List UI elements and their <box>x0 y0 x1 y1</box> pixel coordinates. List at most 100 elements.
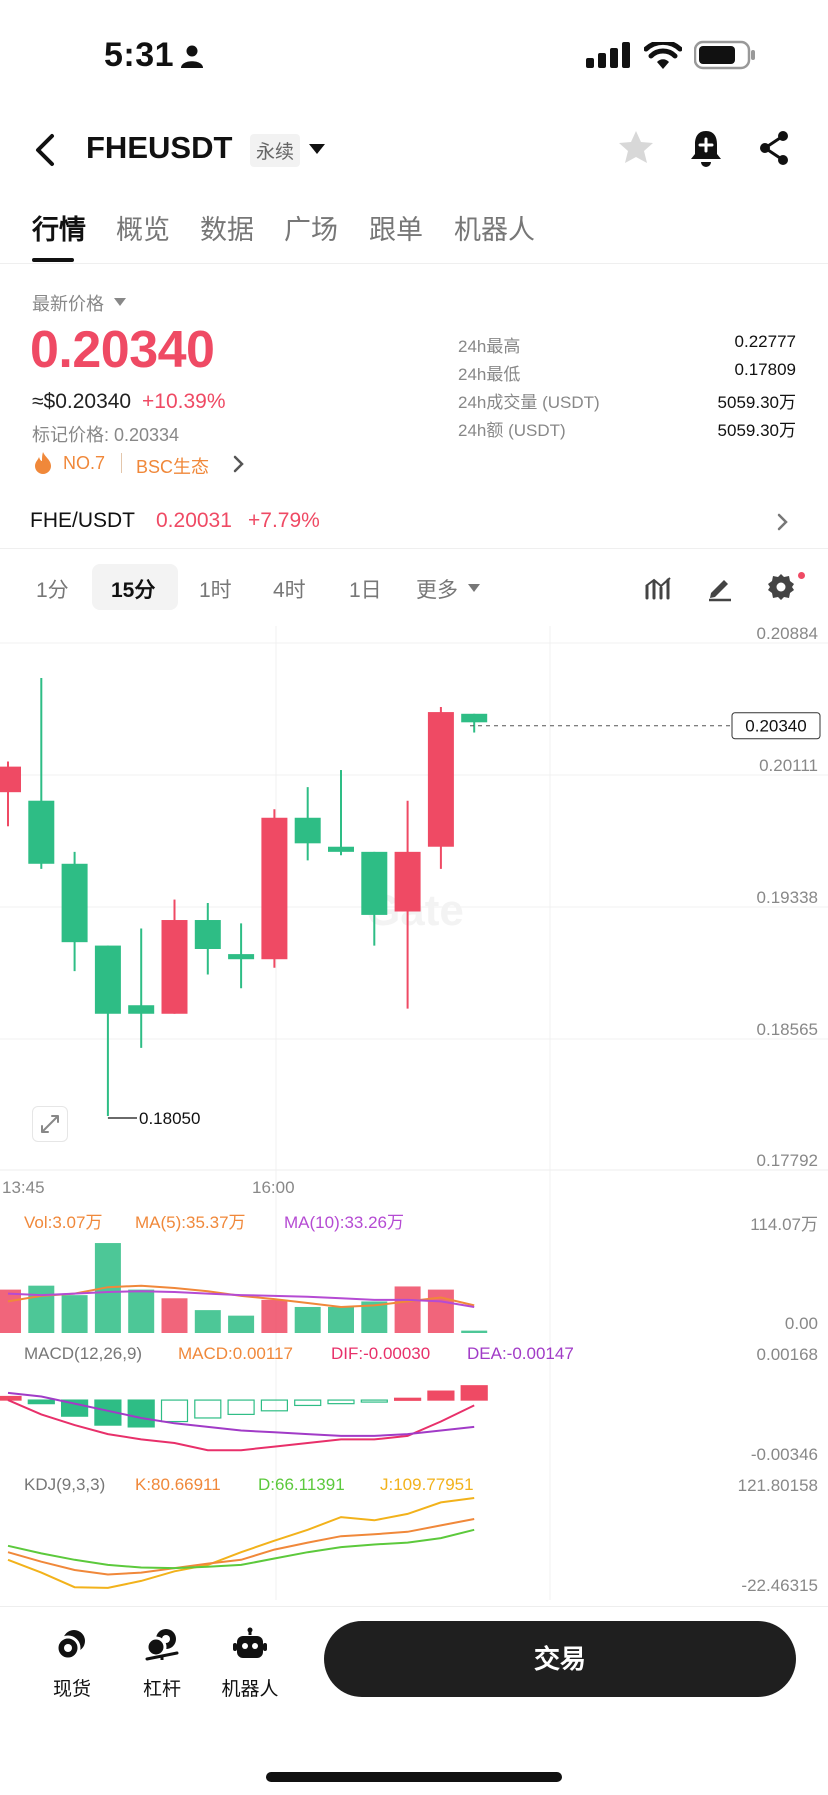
mark-price: 标记价格: 0.20334 <box>32 425 180 445</box>
kline-chart[interactable]: 0.208840.201110.193380.185650.17792Gate0… <box>0 620 828 1604</box>
volume-bar <box>261 1299 288 1333</box>
kdj-d-line <box>7 1528 475 1570</box>
nav-label: 现货 <box>52 1679 91 1700</box>
macd-histogram-bar <box>260 1399 288 1412</box>
chevron-right-icon[interactable] <box>232 454 246 474</box>
kdj-d-legend: D:66.11391 <box>258 1475 345 1494</box>
divider <box>0 548 828 549</box>
volume-axis-label: 0.00 <box>785 1314 818 1333</box>
caret-down-icon[interactable] <box>114 298 126 307</box>
macd-axis-label: 0.00168 <box>757 1345 818 1364</box>
fire-icon <box>35 452 51 474</box>
market-tabs: 行情 概览 数据 广场 跟单 机器人 <box>0 196 828 264</box>
24h-stats: 24h最高 0.22777 24h最低 0.17809 24h成交量 (USDT… <box>458 332 796 444</box>
kdj-j-line <box>7 1497 475 1589</box>
candle-body <box>61 863 88 943</box>
spot-pair-name: FHE/USDT <box>30 509 135 532</box>
price-alert-bell-icon[interactable] <box>688 128 724 168</box>
macd-histogram-bar <box>94 1399 122 1426</box>
low-marker-label: 0.18050 <box>139 1109 200 1128</box>
notification-dot <box>798 572 805 579</box>
change-percent: +10.39% <box>142 390 226 413</box>
candle-body <box>261 817 288 960</box>
spot-pair-row[interactable]: FHE/USDT 0.20031 +7.79% <box>0 500 828 544</box>
tab-market[interactable]: 行情 <box>32 215 86 245</box>
price-axis-label: 0.20111 <box>759 756 818 775</box>
rank-badge[interactable]: NO.7 <box>63 453 106 473</box>
pencil-draw-icon[interactable] <box>706 574 734 602</box>
dif-line <box>7 1399 475 1452</box>
current-price-label: 0.20340 <box>745 717 806 736</box>
tab-data[interactable]: 数据 <box>200 215 254 245</box>
volume-bar <box>28 1285 55 1333</box>
candle-body <box>128 1005 155 1014</box>
interval-more[interactable]: 更多 <box>416 579 458 602</box>
kdj-k-line <box>7 1518 475 1576</box>
spot-coins-icon <box>55 1630 85 1661</box>
tab-overview[interactable]: 概览 <box>116 215 170 245</box>
tab-bots[interactable]: 机器人 <box>454 215 535 245</box>
expand-icon <box>41 1115 59 1133</box>
gear-icon[interactable] <box>766 572 796 602</box>
interval-4h[interactable]: 4时 <box>273 579 306 602</box>
nav-bots[interactable]: 机器人 <box>210 1627 290 1701</box>
volume-bar <box>461 1330 488 1333</box>
current-price-tag <box>731 712 821 740</box>
stat-label: 24h额 (USDT) <box>458 421 566 440</box>
candle-body <box>461 713 488 723</box>
indicator-icon[interactable] <box>644 574 672 602</box>
interval-bar: 1分 15分 1时 4时 1日 更多 <box>0 560 828 616</box>
caret-down-icon[interactable] <box>468 584 480 593</box>
battery-icon <box>694 40 755 70</box>
stat-turnover: 24h额 (USDT) 5059.30万 <box>458 416 796 444</box>
margin-leverage-icon <box>145 1629 179 1661</box>
ma5-legend: MA(5):35.37万 <box>135 1213 246 1232</box>
candle-body <box>394 851 421 912</box>
volume-legend: Vol:3.07万 <box>24 1213 102 1232</box>
kdj-legend: KDJ(9,3,3) <box>24 1475 105 1494</box>
candle-body <box>94 945 121 1014</box>
volume-axis-label: 114.07万 <box>750 1215 818 1234</box>
macd-histogram-bar <box>160 1399 189 1423</box>
candle-body <box>28 800 55 864</box>
nav-label: 机器人 <box>221 1679 279 1700</box>
back-button[interactable] <box>26 128 66 172</box>
interval-15m[interactable]: 15分 <box>111 579 156 602</box>
interval-1h[interactable]: 1时 <box>199 579 232 602</box>
interval-1m[interactable]: 1分 <box>36 579 69 602</box>
candle-body <box>427 712 454 847</box>
tab-copy-trading[interactable]: 跟单 <box>369 215 423 245</box>
stat-value: 0.22777 <box>734 332 796 351</box>
nav-margin[interactable]: 杠杆 <box>122 1627 202 1701</box>
share-icon[interactable] <box>756 128 792 168</box>
trade-button[interactable]: 交易 <box>324 1621 796 1697</box>
caret-down-icon[interactable] <box>308 142 326 156</box>
favorite-star-icon[interactable] <box>616 128 656 168</box>
ma10-legend: MA(10):33.26万 <box>284 1213 404 1232</box>
candle-body <box>161 920 188 1014</box>
tab-square[interactable]: 广场 <box>284 215 338 245</box>
kdj-axis-label: -22.46315 <box>741 1576 818 1595</box>
candle-body <box>328 846 354 852</box>
header: FHEUSDT 永续 <box>0 110 828 190</box>
robot-icon <box>233 1627 267 1658</box>
candle-body <box>228 954 255 960</box>
time-axis-label: 16:00 <box>252 1178 295 1197</box>
last-price: 0.20340 <box>30 321 215 379</box>
interval-1d[interactable]: 1日 <box>349 579 382 602</box>
macd-value-legend: MACD:0.00117 <box>178 1344 293 1363</box>
ma10-line <box>7 1290 475 1308</box>
kdj-axis-label: 121.80158 <box>738 1476 818 1495</box>
chevron-right-icon <box>777 513 788 531</box>
volume-bar <box>394 1286 421 1333</box>
cellular-signal-icon <box>586 42 630 68</box>
ecosystem-tag[interactable]: BSC生态 <box>136 457 210 477</box>
pair-title[interactable]: FHEUSDT <box>86 130 233 165</box>
candle-body <box>194 920 221 949</box>
nav-spot[interactable]: 现货 <box>32 1627 112 1701</box>
volume-bar <box>294 1306 321 1333</box>
latest-price-label[interactable]: 最新价格 <box>32 294 104 314</box>
stat-label: 24h最高 <box>458 337 521 356</box>
expand-chart-button[interactable] <box>32 1106 68 1142</box>
volume-bar <box>427 1289 454 1333</box>
